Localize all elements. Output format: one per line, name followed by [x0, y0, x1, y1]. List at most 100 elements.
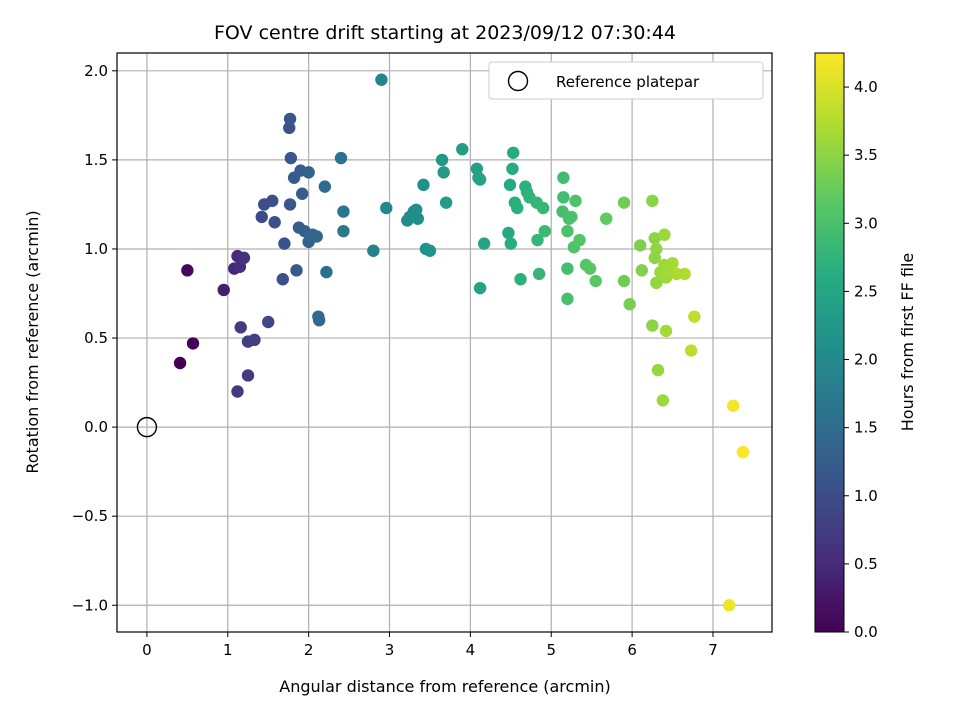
- data-point: [276, 273, 289, 286]
- colorbar-tick-label: 0.0: [854, 623, 878, 641]
- y-tick-label: 2.0: [84, 62, 108, 80]
- y-tick-label: 0.5: [84, 329, 108, 347]
- data-point: [726, 399, 740, 412]
- legend-label: Reference platepar: [556, 73, 700, 91]
- data-point: [583, 262, 597, 275]
- data-point: [659, 324, 673, 338]
- data-point: [337, 205, 350, 218]
- data-point: [283, 198, 297, 211]
- data-point: [617, 196, 631, 209]
- colorbar-tick-label: 3.0: [854, 214, 878, 232]
- data-points: [173, 73, 750, 612]
- data-point: [367, 244, 380, 257]
- data-point: [268, 216, 281, 229]
- data-point: [650, 242, 663, 256]
- colorbar-tick-label: 1.0: [854, 487, 878, 505]
- data-point: [437, 166, 450, 179]
- x-tick-label: 3: [385, 641, 395, 659]
- data-point: [173, 356, 187, 370]
- data-point: [302, 166, 315, 179]
- data-point: [248, 333, 261, 347]
- data-point: [722, 599, 736, 612]
- data-point: [417, 178, 430, 192]
- data-point: [503, 178, 517, 192]
- data-point: [320, 265, 333, 279]
- legend: Reference platepar: [488, 61, 764, 100]
- data-point: [284, 151, 298, 165]
- data-point: [736, 445, 750, 459]
- data-point: [651, 363, 665, 377]
- colorbar-ticks: 0.0 0.5 1.0 1.5 2.0 2.5 3.0 3.5 4.0: [844, 78, 878, 641]
- x-tick-label: 1: [223, 641, 233, 659]
- reference-point: [136, 416, 158, 438]
- x-tick-label: 7: [708, 641, 718, 659]
- data-point: [312, 314, 326, 327]
- data-point: [423, 244, 437, 257]
- data-point: [217, 283, 230, 297]
- data-point: [504, 237, 518, 250]
- data-point: [617, 274, 631, 288]
- data-point: [684, 344, 698, 357]
- data-point: [231, 385, 244, 398]
- colorbar-tick-label: 1.5: [854, 419, 878, 437]
- data-point: [538, 224, 551, 238]
- data-point: [310, 230, 323, 243]
- chart-title: FOV centre drift starting at 2023/09/12 …: [214, 22, 676, 44]
- data-point: [658, 228, 671, 241]
- data-point: [241, 369, 255, 382]
- data-point: [650, 276, 663, 290]
- data-point: [477, 237, 491, 250]
- x-axis-ticks: 0 1 2 3 4 5 6 7: [142, 632, 718, 659]
- data-point: [514, 273, 527, 286]
- data-point: [380, 201, 393, 215]
- data-point: [283, 121, 296, 135]
- data-point: [507, 146, 520, 159]
- y-tick-label: −0.5: [72, 507, 108, 525]
- data-point: [473, 281, 487, 295]
- data-point: [237, 251, 251, 265]
- data-point: [262, 315, 275, 329]
- colorbar-tick-label: 4.0: [854, 78, 878, 96]
- y-axis-label: Rotation from reference (arcmin): [23, 210, 42, 473]
- data-point: [181, 264, 194, 277]
- data-point: [600, 212, 613, 225]
- y-tick-label: −1.0: [72, 596, 108, 614]
- data-point: [565, 210, 578, 224]
- data-point: [375, 73, 388, 86]
- colorbar-tick-label: 3.5: [854, 146, 878, 164]
- data-point: [561, 262, 574, 275]
- colorbar-tick-label: 2.5: [854, 282, 878, 300]
- y-tick-label: 0.0: [84, 418, 108, 436]
- data-point: [688, 310, 701, 323]
- data-point: [511, 201, 524, 215]
- data-point: [666, 257, 679, 270]
- data-point: [473, 173, 487, 186]
- y-tick-label: 1.0: [84, 240, 108, 258]
- x-tick-label: 6: [627, 641, 637, 659]
- data-point: [623, 297, 636, 311]
- x-axis-label: Angular distance from reference (arcmin): [279, 677, 610, 696]
- data-point: [234, 321, 247, 334]
- data-point: [531, 233, 544, 247]
- data-point: [255, 210, 268, 224]
- data-point: [573, 233, 586, 247]
- data-point: [569, 194, 582, 208]
- data-point: [557, 191, 570, 204]
- data-point: [633, 239, 647, 252]
- data-point: [561, 292, 574, 306]
- data-point: [318, 180, 332, 193]
- data-point: [290, 264, 303, 277]
- y-tick-label: 1.5: [84, 151, 108, 169]
- colorbar-tick-label: 0.5: [854, 555, 878, 573]
- grid-lines: [117, 53, 772, 632]
- colorbar-tick-label: 2.0: [854, 351, 878, 369]
- data-point: [646, 194, 659, 208]
- data-point: [536, 201, 550, 215]
- data-point: [635, 264, 649, 277]
- data-point: [532, 267, 546, 281]
- data-point: [678, 267, 691, 281]
- data-point: [334, 151, 348, 165]
- legend-marker-icon: [507, 70, 529, 92]
- data-point: [266, 194, 279, 208]
- data-point: [656, 394, 670, 407]
